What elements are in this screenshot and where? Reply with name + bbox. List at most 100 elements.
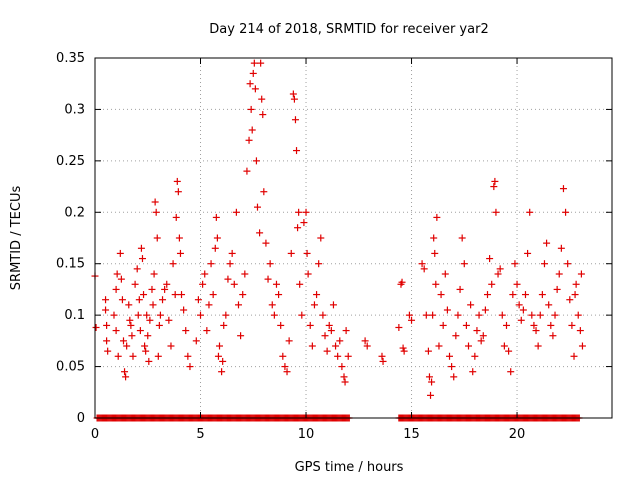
data-point: [534, 342, 542, 350]
x-tick-label: 20: [509, 427, 526, 442]
data-point: [155, 321, 163, 329]
data-point: [216, 342, 224, 350]
data-point: [201, 270, 209, 278]
data-point: [279, 352, 287, 360]
data-point: [142, 347, 150, 355]
data-point: [163, 280, 171, 288]
data-point: [232, 208, 240, 216]
data-point: [422, 311, 430, 319]
data-point: [524, 249, 532, 257]
data-point: [571, 291, 579, 299]
data-point: [443, 306, 451, 314]
data-point: [144, 332, 152, 340]
data-point: [570, 352, 578, 360]
data-point: [431, 249, 439, 257]
data-point: [125, 301, 133, 309]
data-point: [327, 327, 335, 335]
data-point: [543, 239, 551, 247]
data-point: [102, 306, 110, 314]
data-point: [102, 296, 110, 304]
data-point: [496, 265, 504, 273]
data-point: [141, 342, 149, 350]
data-point: [243, 167, 251, 175]
data-point: [126, 316, 134, 324]
data-point: [336, 337, 344, 345]
data-point: [247, 105, 255, 113]
data-point: [194, 296, 202, 304]
data-point: [199, 280, 207, 288]
data-point: [119, 337, 127, 345]
data-point: [471, 352, 479, 360]
data-point: [137, 244, 145, 252]
data-point: [566, 296, 574, 304]
data-point: [272, 280, 280, 288]
data-point: [146, 316, 154, 324]
data-point: [432, 280, 440, 288]
data-point: [446, 352, 454, 360]
data-point: [454, 311, 462, 319]
data-point: [224, 275, 232, 283]
data-point: [228, 249, 236, 257]
data-point: [167, 342, 175, 350]
data-point: [123, 342, 131, 350]
data-point: [149, 301, 157, 309]
y-tick-label: 0.3: [64, 102, 85, 117]
data-point: [483, 291, 491, 299]
data-point: [323, 347, 331, 355]
data-point: [528, 311, 536, 319]
data-point: [131, 280, 139, 288]
data-point: [110, 311, 118, 319]
data-point: [182, 327, 190, 335]
data-point: [117, 275, 125, 283]
data-point: [285, 337, 293, 345]
data-point: [488, 280, 496, 288]
data-point: [513, 280, 521, 288]
data-point: [116, 249, 124, 257]
data-point: [505, 347, 513, 355]
data-point: [241, 270, 249, 278]
data-point: [435, 342, 443, 350]
data-point: [342, 327, 350, 335]
data-point: [553, 285, 561, 293]
data-point: [275, 291, 283, 299]
data-point: [526, 208, 534, 216]
data-point: [138, 255, 146, 263]
y-axis-label: SRMTID / TECUs: [9, 186, 24, 291]
data-point: [317, 234, 325, 242]
data-point: [325, 321, 333, 329]
data-point: [490, 183, 498, 191]
data-point: [420, 265, 428, 273]
data-point: [197, 311, 205, 319]
data-point: [572, 280, 580, 288]
data-point: [398, 278, 406, 286]
data-point: [536, 311, 544, 319]
data-point: [218, 368, 226, 376]
data-point: [562, 208, 570, 216]
y-tick-label: 0.15: [56, 257, 85, 272]
data-point: [287, 249, 295, 257]
data-point: [494, 270, 502, 278]
data-point: [441, 270, 449, 278]
x-tick-label: 0: [91, 427, 99, 442]
data-point: [148, 285, 156, 293]
data-point: [540, 260, 548, 268]
data-point: [136, 327, 144, 335]
data-point: [172, 213, 180, 221]
data-point: [405, 311, 413, 319]
data-point: [256, 229, 264, 237]
data-point: [448, 363, 456, 371]
data-point: [555, 270, 563, 278]
y-tick-label: 0: [77, 411, 85, 426]
data-point: [186, 363, 194, 371]
data-point: [234, 301, 242, 309]
data-point: [127, 321, 135, 329]
data-point: [430, 234, 438, 242]
data-point: [289, 90, 297, 98]
data-point: [290, 95, 298, 103]
data-point: [220, 321, 228, 329]
data-point: [281, 363, 289, 371]
data-point: [114, 352, 122, 360]
data-point: [306, 321, 314, 329]
data-point: [133, 265, 141, 273]
